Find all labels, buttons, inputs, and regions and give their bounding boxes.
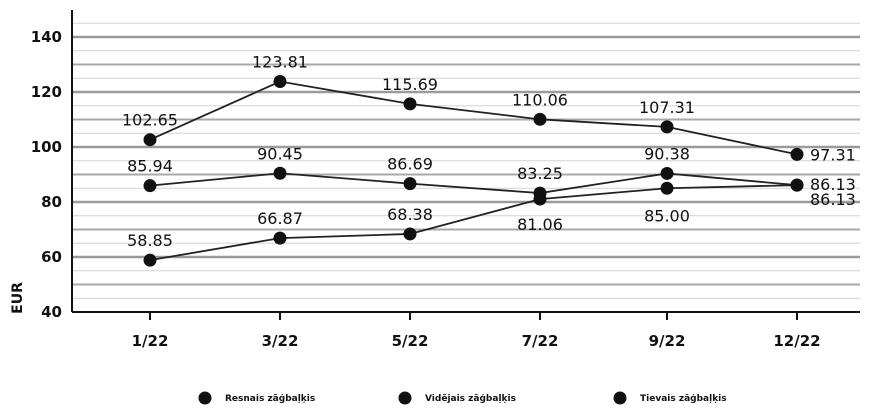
- axes: [71, 10, 860, 313]
- x-tick-label-9-22: 9/22: [649, 332, 686, 350]
- x-tick-label-3-22: 3/22: [262, 332, 299, 350]
- point-resnais-3: [533, 112, 547, 126]
- data-label-videjais-2: 86.69: [387, 155, 433, 174]
- x-tick-labels: 1/22 3/22 5/22 7/22 9/22 12/22: [132, 312, 821, 350]
- point-videjais-2: [403, 177, 417, 191]
- data-label-tievais-2: 68.38: [387, 205, 433, 224]
- point-resnais-5: [790, 147, 804, 161]
- series-line-tievais: [149, 184, 798, 262]
- series-layer: [143, 75, 804, 267]
- point-resnais-1: [273, 75, 287, 89]
- point-videjais-1: [273, 166, 287, 180]
- legend-label-tievais: Tievais zāģbaļķis: [640, 394, 727, 404]
- point-tievais-1: [273, 231, 287, 245]
- data-label-tievais-4: 85.00: [644, 206, 690, 225]
- point-videjais-4: [660, 166, 674, 180]
- data-label-resnais-5: 97.31: [810, 145, 856, 164]
- y-tick-label-140: 140: [31, 28, 62, 46]
- y-axis-title: EUR: [10, 282, 26, 314]
- x-tick-label-1-22: 1/22: [132, 332, 169, 350]
- data-label-tievais-5: 86.13: [810, 190, 856, 209]
- data-label-tievais-1: 66.87: [257, 209, 303, 228]
- data-label-resnais-4: 107.31: [639, 98, 695, 117]
- point-resnais-0: [143, 133, 157, 147]
- legend-marker-videjais: [398, 391, 412, 405]
- legend-marker-resnais: [198, 391, 212, 405]
- series-line-resnais: [149, 80, 798, 156]
- data-label-videjais-1: 90.45: [257, 144, 303, 163]
- data-label-resnais-2: 115.69: [382, 75, 438, 94]
- point-resnais-4: [660, 120, 674, 134]
- y-tick-label-60: 60: [41, 248, 62, 266]
- data-label-resnais-3: 110.06: [512, 90, 568, 109]
- point-tievais-5: [790, 178, 804, 192]
- data-label-resnais-1: 123.81: [252, 53, 308, 72]
- legend: Resnais zāģbaļķis Vidējais zāģbaļķis Tieva…: [198, 391, 727, 405]
- point-tievais-4: [660, 181, 674, 195]
- data-label-tievais-0: 58.85: [127, 231, 173, 250]
- gridlines: [72, 22, 860, 299]
- data-labels: 102.65 123.81 115.69 110.06 107.31 97.31 85.94…: [122, 53, 856, 251]
- x-tick-label-7-22: 7/22: [522, 332, 559, 350]
- y-tick-labels: 40 60 80 100 120 140: [31, 28, 62, 321]
- legend-label-resnais: Resnais zāģbaļķis: [225, 394, 315, 404]
- x-tick-label-5-22: 5/22: [392, 332, 429, 350]
- point-tievais-3: [533, 192, 547, 206]
- legend-marker-tievais: [613, 391, 627, 405]
- data-label-videjais-3: 83.25: [517, 164, 563, 183]
- y-tick-label-80: 80: [41, 193, 62, 211]
- data-label-videjais-0: 85.94: [127, 157, 173, 176]
- point-tievais-0: [143, 253, 157, 267]
- y-tick-label-40: 40: [41, 303, 62, 321]
- y-tick-label-100: 100: [31, 138, 62, 156]
- data-label-videjais-4: 90.38: [644, 144, 690, 163]
- point-resnais-2: [403, 97, 417, 111]
- data-label-resnais-0: 102.65: [122, 111, 178, 130]
- data-label-tievais-3: 81.06: [517, 215, 563, 234]
- point-videjais-0: [143, 179, 157, 193]
- x-tick-label-12-22: 12/22: [773, 332, 820, 350]
- y-tick-label-120: 120: [31, 83, 62, 101]
- series-line-videjais: [149, 172, 798, 194]
- data-label-videjais-5: 86.13: [810, 175, 856, 194]
- point-tievais-2: [403, 227, 417, 241]
- legend-label-videjais: Vidējais zāģbaļķis: [425, 394, 516, 404]
